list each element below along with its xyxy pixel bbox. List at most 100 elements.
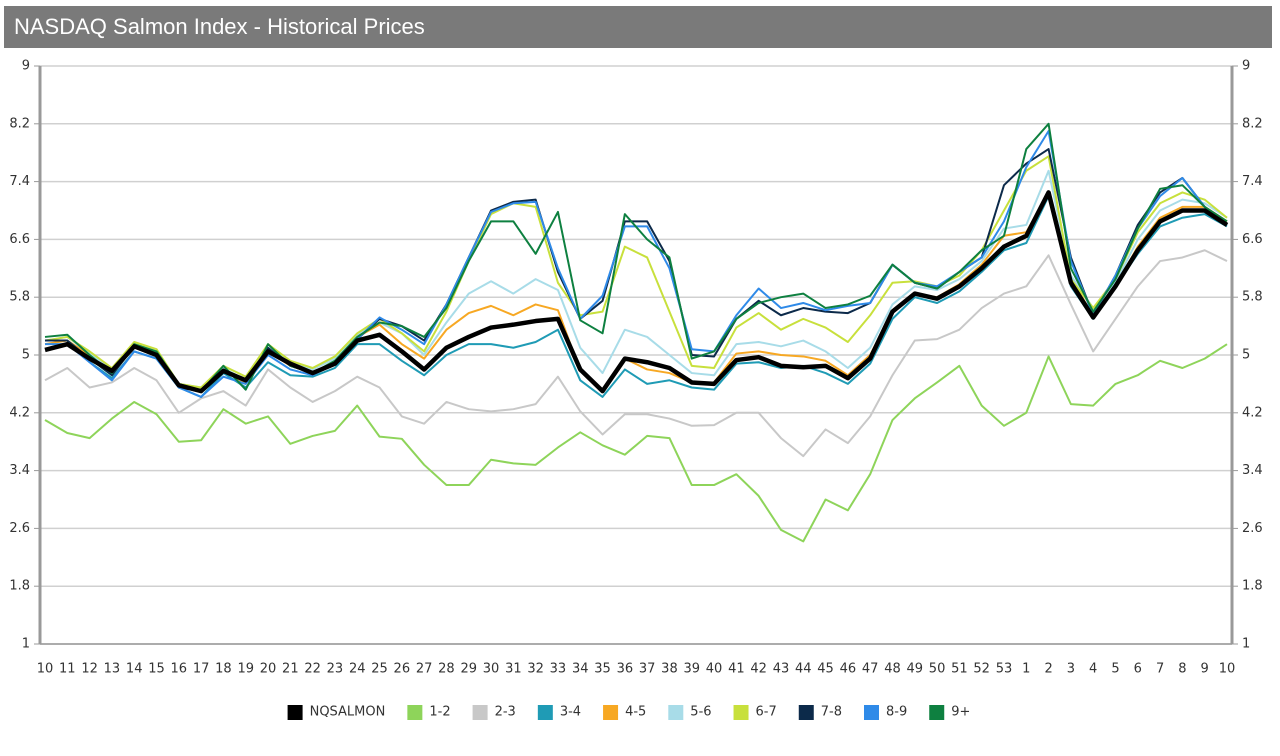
x-tick-label: 10 (1219, 662, 1236, 677)
y-tick-label: 1 (22, 637, 30, 652)
legend-label: 5-6 (690, 705, 711, 720)
y-tick-label: 8.2 (9, 116, 30, 131)
x-tick-label: 30 (483, 662, 500, 677)
y-tick-label: 1.8 (9, 579, 30, 594)
x-tick-label: 39 (683, 662, 700, 677)
x-tick-label: 45 (817, 662, 834, 677)
legend-swatch (864, 705, 879, 720)
x-tick-label: 16 (171, 662, 188, 677)
x-tick-label: 46 (840, 662, 857, 677)
legend-swatch (287, 705, 303, 720)
x-tick-label: 8 (1178, 662, 1186, 677)
chart-title: NASDAQ Salmon Index - Historical Prices (14, 14, 425, 39)
legend-label: NQSALMON (310, 705, 386, 720)
x-tick-label: 5 (1111, 662, 1119, 677)
legend-swatch (407, 705, 423, 720)
x-tick-label: 3 (1067, 662, 1075, 677)
x-tick-label: 48 (884, 662, 901, 677)
x-tick-label: 10 (37, 662, 54, 677)
x-tick-label: 1 (1022, 662, 1030, 677)
series-line (44, 343, 1228, 543)
x-tick-label: 52 (973, 662, 990, 677)
x-tick-label: 6 (1134, 662, 1142, 677)
legend-label: 2-3 (495, 705, 516, 720)
x-tick-label: 31 (505, 662, 522, 677)
y2-tick-label: 7.4 (1242, 174, 1263, 189)
series-line (44, 122, 1228, 393)
x-tick-label: 14 (126, 662, 143, 677)
x-tick-label: 24 (349, 662, 366, 677)
x-tick-label: 51 (951, 662, 968, 677)
y-tick-label: 7.4 (9, 174, 30, 189)
x-tick-label: 47 (862, 662, 879, 677)
x-tick-label: 23 (327, 662, 344, 677)
legend-swatch (472, 705, 488, 720)
x-tick-label: 29 (460, 662, 477, 677)
x-tick-label: 11 (59, 662, 76, 677)
legend-label: 8-9 (886, 705, 907, 720)
x-tick-label: 19 (237, 662, 254, 677)
y2-tick-label: 2.6 (1242, 521, 1263, 536)
y-tick-label: 6.6 (9, 232, 30, 247)
x-tick-label: 7 (1156, 662, 1164, 677)
x-tick-label: 44 (795, 662, 812, 677)
x-tick-label: 42 (750, 662, 767, 677)
legend-swatch (929, 705, 945, 720)
x-tick-label: 9 (1201, 662, 1209, 677)
y-tick-label: 2.6 (9, 521, 30, 536)
legend-swatch (668, 705, 684, 720)
x-tick-label: 27 (416, 662, 433, 677)
y-tick-label: 5 (22, 348, 30, 363)
x-tick-label: 25 (371, 662, 388, 677)
legend-label: 4-5 (625, 705, 646, 720)
y-tick-label: 5.8 (9, 290, 30, 305)
x-tick-label: 20 (260, 662, 277, 677)
y2-tick-label: 3.4 (1242, 463, 1263, 478)
x-tick-label: 32 (527, 662, 544, 677)
legend-label: 9+ (951, 705, 970, 720)
legend-swatch (798, 705, 814, 720)
x-tick-label: 38 (661, 662, 678, 677)
y2-tick-label: 5 (1242, 348, 1250, 363)
legend-label: 7-8 (821, 705, 842, 720)
y2-tick-label: 4.2 (1242, 405, 1263, 420)
x-tick-label: 13 (104, 662, 121, 677)
x-tick-label: 18 (215, 662, 232, 677)
x-tick-label: 33 (550, 662, 567, 677)
legend-label: 1-2 (429, 705, 450, 720)
x-tick-label: 21 (282, 662, 299, 677)
x-tick-label: 2 (1044, 662, 1052, 677)
y2-tick-label: 1.8 (1242, 579, 1263, 594)
x-tick-label: 53 (996, 662, 1013, 677)
x-tick-label: 4 (1089, 662, 1097, 677)
y-tick-label: 9 (22, 59, 30, 74)
y-tick-label: 3.4 (9, 463, 30, 478)
x-tick-label: 12 (81, 662, 98, 677)
y2-tick-label: 8.2 (1242, 116, 1263, 131)
x-tick-label: 49 (907, 662, 924, 677)
x-tick-label: 40 (706, 662, 723, 677)
y2-tick-label: 9 (1242, 59, 1250, 74)
y2-tick-label: 1 (1242, 637, 1250, 652)
x-tick-label: 36 (617, 662, 634, 677)
legend-swatch (603, 705, 619, 720)
series-line (44, 190, 1229, 394)
legend-label: 6-7 (756, 705, 777, 720)
x-tick-label: 43 (773, 662, 790, 677)
x-tick-label: 22 (304, 662, 321, 677)
y-tick-label: 4.2 (9, 405, 30, 420)
x-tick-label: 35 (594, 662, 611, 677)
x-tick-label: 17 (193, 662, 210, 677)
x-tick-label: 41 (728, 662, 745, 677)
legend-swatch (537, 705, 553, 720)
title-bar (4, 6, 1272, 48)
x-tick-label: 28 (438, 662, 455, 677)
y2-tick-label: 5.8 (1242, 290, 1263, 305)
x-tick-label: 34 (572, 662, 589, 677)
series-line (44, 249, 1228, 458)
series-line (44, 155, 1228, 389)
legend-label: 3-4 (560, 705, 581, 720)
x-tick-label: 37 (639, 662, 656, 677)
